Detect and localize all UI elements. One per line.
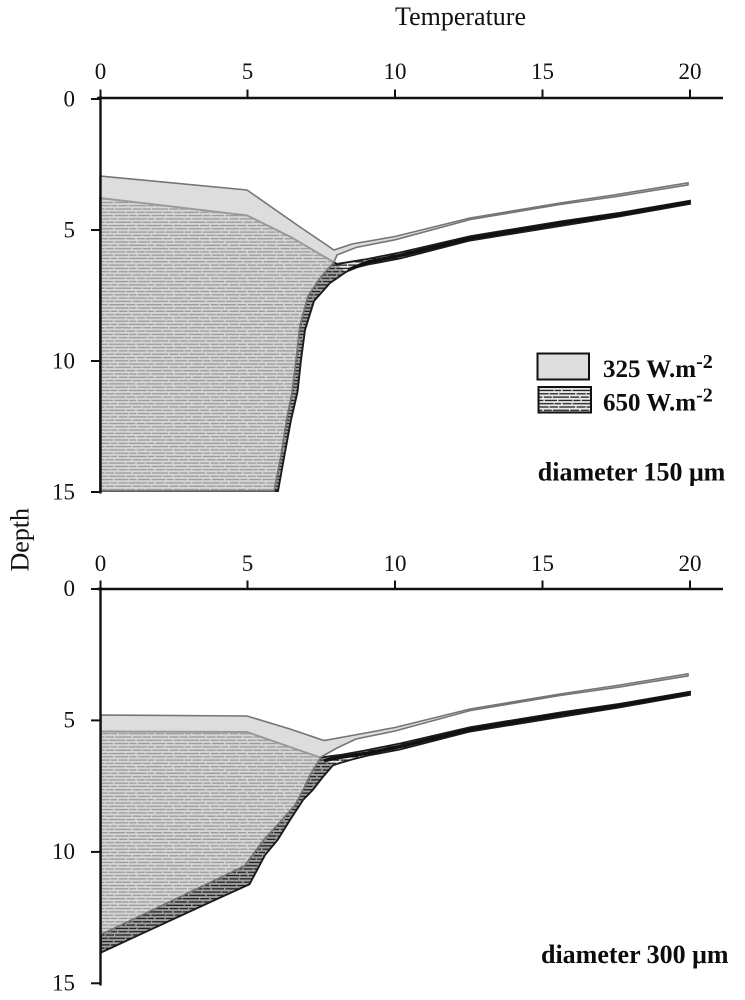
svg-text:15: 15 bbox=[531, 551, 554, 576]
svg-text:Temperature: Temperature bbox=[395, 2, 526, 31]
svg-text:10: 10 bbox=[52, 839, 75, 864]
svg-text:0: 0 bbox=[64, 87, 76, 112]
svg-text:20: 20 bbox=[679, 551, 702, 576]
svg-text:10: 10 bbox=[384, 59, 407, 84]
svg-text:0: 0 bbox=[95, 551, 107, 576]
svg-text:325 W.m-2: 325 W.m-2 bbox=[603, 351, 713, 383]
svg-text:15: 15 bbox=[52, 480, 75, 505]
svg-text:0: 0 bbox=[95, 59, 107, 84]
svg-text:Depth: Depth bbox=[6, 508, 35, 572]
svg-text:10: 10 bbox=[52, 349, 75, 374]
svg-text:diameter 150 μm: diameter 150 μm bbox=[538, 458, 726, 487]
svg-text:20: 20 bbox=[679, 59, 702, 84]
svg-text:5: 5 bbox=[242, 59, 254, 84]
svg-text:15: 15 bbox=[52, 971, 75, 996]
svg-text:5: 5 bbox=[64, 218, 76, 243]
svg-text:5: 5 bbox=[64, 708, 76, 733]
svg-text:5: 5 bbox=[242, 551, 254, 576]
svg-text:diameter 300 μm: diameter 300 μm bbox=[541, 940, 729, 969]
svg-text:650 W.m-2: 650 W.m-2 bbox=[603, 385, 713, 417]
svg-text:15: 15 bbox=[531, 59, 554, 84]
svg-text:10: 10 bbox=[384, 551, 407, 576]
svg-text:0: 0 bbox=[64, 576, 76, 601]
